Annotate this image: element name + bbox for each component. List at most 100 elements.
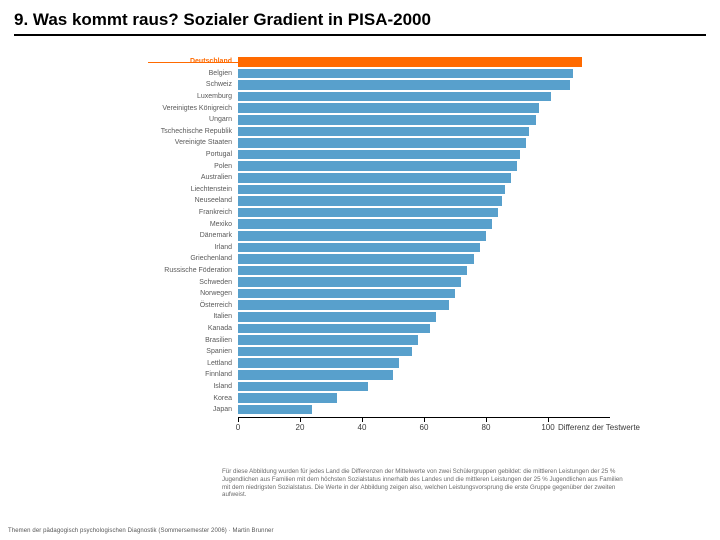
bar-row: Italien bbox=[110, 311, 640, 323]
bar-track bbox=[238, 91, 640, 103]
x-tick bbox=[548, 417, 549, 422]
x-tick bbox=[424, 417, 425, 422]
bar bbox=[238, 185, 505, 195]
bar-row: Irland bbox=[110, 242, 640, 254]
x-axis: Differenz der Testwerte 020406080100 bbox=[110, 417, 640, 443]
bar bbox=[238, 127, 529, 137]
bar-row: Finnland bbox=[110, 369, 640, 381]
bar bbox=[238, 254, 474, 264]
x-tick-label: 80 bbox=[482, 423, 491, 432]
bar-row: Luxemburg bbox=[110, 91, 640, 103]
country-label: Schweiz bbox=[110, 81, 238, 88]
country-label: Dänemark bbox=[110, 232, 238, 239]
x-axis-title: Differenz der Testwerte bbox=[558, 423, 640, 432]
bar bbox=[238, 243, 480, 253]
chart-container: Deutschland Belgien Schweiz Luxemburg Verein… bbox=[110, 56, 640, 486]
country-label: Mexiko bbox=[110, 221, 238, 228]
bar-track bbox=[238, 230, 640, 242]
bar-track bbox=[238, 195, 640, 207]
country-label: Tschechische Republik bbox=[110, 128, 238, 135]
country-label: Schweden bbox=[110, 279, 238, 286]
bar-track bbox=[238, 381, 640, 393]
bar bbox=[238, 80, 570, 90]
country-label: Korea bbox=[110, 395, 238, 402]
bar-row: Kanada bbox=[110, 323, 640, 335]
bar-row: Lettland bbox=[110, 357, 640, 369]
bar-track bbox=[238, 369, 640, 381]
slide-footer: Themen der pädagogisch psychologischen D… bbox=[8, 528, 274, 534]
bar bbox=[238, 277, 461, 287]
country-label: Österreich bbox=[110, 302, 238, 309]
bar-track bbox=[238, 357, 640, 369]
bar-track bbox=[238, 323, 640, 335]
chart-caption: Für diese Abbildung wurden für jedes Lan… bbox=[222, 468, 628, 499]
bar-track bbox=[238, 172, 640, 184]
bar-track bbox=[238, 68, 640, 80]
bar-row: Australien bbox=[110, 172, 640, 184]
country-label: Irland bbox=[110, 244, 238, 251]
bar-track bbox=[238, 149, 640, 161]
bar bbox=[238, 300, 449, 310]
bar-row: Island bbox=[110, 381, 640, 393]
x-tick-label: 0 bbox=[236, 423, 240, 432]
bar-row: Spanien bbox=[110, 346, 640, 358]
bar-row: Liechtenstein bbox=[110, 184, 640, 196]
bar bbox=[238, 266, 467, 276]
country-label: Kanada bbox=[110, 325, 238, 332]
bar-row: Tschechische Republik bbox=[110, 126, 640, 138]
title-underline bbox=[14, 34, 706, 36]
bar-track bbox=[238, 334, 640, 346]
bar-row: Ungarn bbox=[110, 114, 640, 126]
bar-row: Brasilien bbox=[110, 334, 640, 346]
bar-track bbox=[238, 160, 640, 172]
bar bbox=[238, 69, 573, 79]
country-label: Spanien bbox=[110, 348, 238, 355]
bar-row: Vereinigte Staaten bbox=[110, 137, 640, 149]
bar-row: Dänemark bbox=[110, 230, 640, 242]
bar-track bbox=[238, 276, 640, 288]
bar-row: Polen bbox=[110, 160, 640, 172]
country-label: Portugal bbox=[110, 151, 238, 158]
country-label: Italien bbox=[110, 313, 238, 320]
bar bbox=[238, 92, 551, 102]
bar-track bbox=[238, 207, 640, 219]
bar-track bbox=[238, 346, 640, 358]
country-label: Ungarn bbox=[110, 116, 238, 123]
bar-row: Schweden bbox=[110, 276, 640, 288]
bar-row: Vereinigtes Königreich bbox=[110, 102, 640, 114]
bar-track bbox=[238, 102, 640, 114]
bar-track bbox=[238, 114, 640, 126]
bar-track bbox=[238, 242, 640, 254]
bar-row: Mexiko bbox=[110, 218, 640, 230]
bar bbox=[238, 161, 517, 171]
country-label: Luxemburg bbox=[110, 93, 238, 100]
bar-track bbox=[238, 404, 640, 416]
bar bbox=[238, 405, 312, 415]
country-label: Neuseeland bbox=[110, 197, 238, 204]
country-label: Deutschland bbox=[110, 58, 238, 65]
x-tick-label: 100 bbox=[541, 423, 554, 432]
country-label: Vereinigtes Königreich bbox=[110, 105, 238, 112]
bar bbox=[238, 347, 412, 357]
bar bbox=[238, 289, 455, 299]
bar bbox=[238, 208, 498, 218]
bar-row: Japan bbox=[110, 404, 640, 416]
country-label: Brasilien bbox=[110, 337, 238, 344]
country-label: Norwegen bbox=[110, 290, 238, 297]
country-label: Vereinigte Staaten bbox=[110, 139, 238, 146]
bar bbox=[238, 324, 430, 334]
bar bbox=[238, 150, 520, 160]
bars-area: Deutschland Belgien Schweiz Luxemburg Verein… bbox=[110, 56, 640, 415]
bar-row: Deutschland bbox=[110, 56, 640, 68]
bar-track bbox=[238, 137, 640, 149]
bar bbox=[238, 231, 486, 241]
x-tick bbox=[362, 417, 363, 422]
bar bbox=[238, 370, 393, 380]
bar-row: Russische Föderation bbox=[110, 265, 640, 277]
x-tick bbox=[300, 417, 301, 422]
bar-track bbox=[238, 392, 640, 404]
country-label: Australien bbox=[110, 174, 238, 181]
country-label: Belgien bbox=[110, 70, 238, 77]
bar bbox=[238, 312, 436, 322]
x-tick bbox=[238, 417, 239, 422]
